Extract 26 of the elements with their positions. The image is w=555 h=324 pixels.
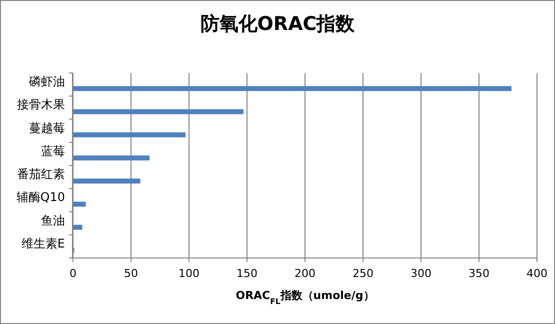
chart-title: 防氧化ORAC指数	[200, 13, 356, 35]
y-tick-label: 番茄红素	[17, 167, 65, 182]
x-tick-label: 200	[294, 267, 316, 280]
bar	[73, 132, 186, 138]
y-tick-label: 辅酶Q10	[16, 190, 65, 204]
x-tick-label: 300	[410, 267, 432, 280]
y-tick-label: 接骨木果	[17, 98, 65, 112]
y-tick-label: 鱼油	[41, 213, 65, 228]
bar	[73, 224, 82, 230]
x-tick-label: 0	[70, 267, 76, 280]
bar	[73, 178, 140, 184]
x-tick-label: 50	[124, 267, 138, 280]
bar	[73, 109, 244, 114]
bar	[73, 86, 512, 92]
y-tick-label: 维生素E	[21, 236, 65, 250]
x-tick-label: 100	[178, 267, 200, 280]
y-tick-label: 蔓越莓	[29, 120, 65, 135]
x-tick-label: 400	[526, 267, 548, 280]
bar	[73, 202, 86, 207]
x-tick-label: 250	[352, 267, 374, 280]
x-tick-label: 350	[468, 267, 490, 280]
bar	[73, 155, 150, 160]
y-tick-label: 磷虾油	[28, 74, 65, 89]
x-tick-label: 150	[236, 267, 258, 280]
x-axis-title: ORAC$_{FL}$指数（umole/g）	[236, 289, 374, 306]
y-tick-label: 蓝莓	[41, 144, 65, 158]
